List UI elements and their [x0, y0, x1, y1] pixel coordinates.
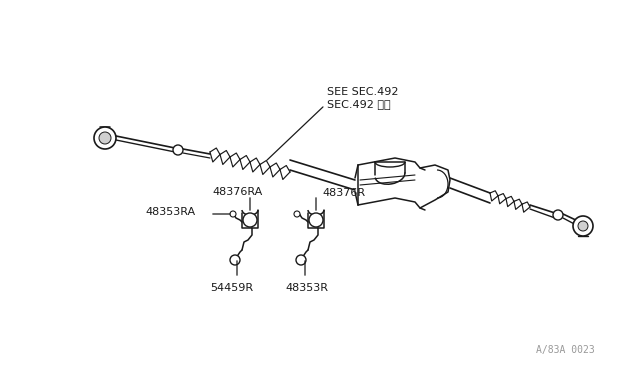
Text: 48376RA: 48376RA	[212, 187, 262, 197]
Circle shape	[573, 216, 593, 236]
Text: A/83A 0023: A/83A 0023	[536, 345, 595, 355]
Circle shape	[296, 255, 306, 265]
Text: 54459R: 54459R	[210, 283, 253, 293]
Text: SEE SEC.492: SEE SEC.492	[327, 87, 399, 97]
Circle shape	[230, 255, 240, 265]
Text: 48353R: 48353R	[285, 283, 328, 293]
Text: SEC.492 参照: SEC.492 参照	[327, 99, 390, 109]
Circle shape	[243, 213, 257, 227]
Text: 48353RA: 48353RA	[145, 207, 195, 217]
Circle shape	[94, 127, 116, 149]
Circle shape	[553, 210, 563, 220]
Circle shape	[99, 132, 111, 144]
Circle shape	[173, 145, 183, 155]
Circle shape	[230, 211, 236, 217]
Text: 48376R: 48376R	[322, 188, 365, 198]
Circle shape	[578, 221, 588, 231]
Circle shape	[294, 211, 300, 217]
Circle shape	[309, 213, 323, 227]
